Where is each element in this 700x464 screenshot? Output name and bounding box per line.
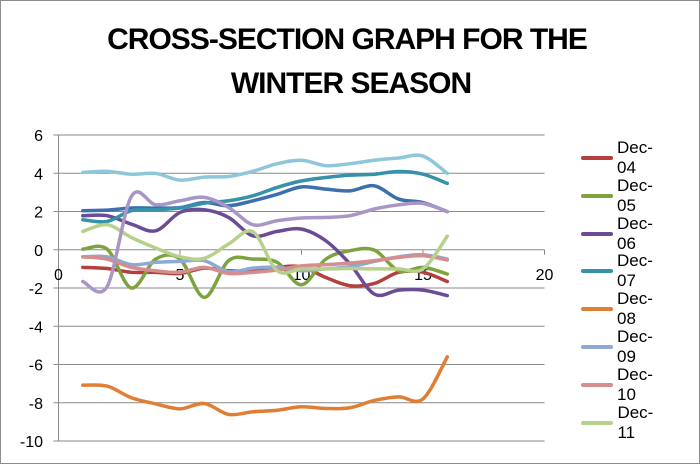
y-tick-label: -6 bbox=[29, 358, 43, 375]
series-line-unlabeled-9 bbox=[81, 190, 450, 294]
series-line-dec-07 bbox=[81, 169, 450, 224]
legend-item: Dec-04 bbox=[581, 138, 661, 177]
legend-label: Dec-07 bbox=[617, 251, 653, 291]
legend-swatch bbox=[581, 345, 614, 349]
legend-label: Dec-09 bbox=[617, 327, 653, 366]
chart-title-line-2: WINTER SEASON bbox=[230, 67, 472, 100]
y-tick-label: 2 bbox=[34, 205, 43, 222]
y-tick-label: -4 bbox=[29, 319, 43, 336]
legend-item: Dec-09 bbox=[581, 327, 661, 366]
series-line-unlabeled-0 bbox=[81, 183, 450, 214]
legend-swatch bbox=[581, 269, 614, 274]
series-line-dec-11 bbox=[81, 222, 450, 275]
legend-item: Dec-08 bbox=[581, 289, 661, 328]
legend-swatch bbox=[581, 382, 614, 387]
y-tick-label: -10 bbox=[20, 434, 43, 451]
y-tick-label: -8 bbox=[29, 396, 43, 413]
series-line-dec-06 bbox=[81, 207, 450, 298]
legend-label: Dec-04 bbox=[617, 138, 653, 177]
legend-swatch bbox=[581, 193, 614, 198]
legend-item: Dec-05 bbox=[581, 176, 661, 215]
legend-item: Dec-11 bbox=[581, 403, 661, 442]
legend-swatch bbox=[581, 231, 614, 236]
legend-label: Dec-05 bbox=[617, 175, 653, 215]
y-tick-label: 4 bbox=[34, 166, 43, 183]
y-tick-label: 6 bbox=[34, 128, 43, 145]
chart-title-line-1: CROSS-SECTION GRAPH FOR THE bbox=[107, 23, 588, 56]
legend-label: Dec-06 bbox=[617, 213, 653, 253]
x-tick-label: 0 bbox=[54, 267, 63, 284]
legend-swatch bbox=[581, 156, 614, 160]
legend-item: Dec-10 bbox=[581, 365, 661, 404]
y-tick-label: 0 bbox=[34, 243, 43, 260]
series-line-dec-10 bbox=[81, 253, 450, 276]
series-line-dec-04 bbox=[81, 264, 450, 288]
legend-item: Dec-07 bbox=[581, 251, 661, 290]
y-tick-label: -2 bbox=[29, 281, 43, 298]
legend-swatch bbox=[581, 420, 614, 425]
x-tick-label: 5 bbox=[176, 267, 185, 284]
series-line-dec-08 bbox=[81, 355, 450, 417]
legend-item: Dec-06 bbox=[581, 214, 661, 253]
legend-label: Dec-11 bbox=[617, 402, 654, 442]
series-line-unlabeled-10 bbox=[81, 153, 450, 182]
x-tick-label: 20 bbox=[536, 267, 554, 284]
legend-label: Dec-10 bbox=[617, 364, 653, 404]
legend-label: Dec-08 bbox=[617, 289, 653, 329]
legend-swatch bbox=[581, 307, 614, 312]
